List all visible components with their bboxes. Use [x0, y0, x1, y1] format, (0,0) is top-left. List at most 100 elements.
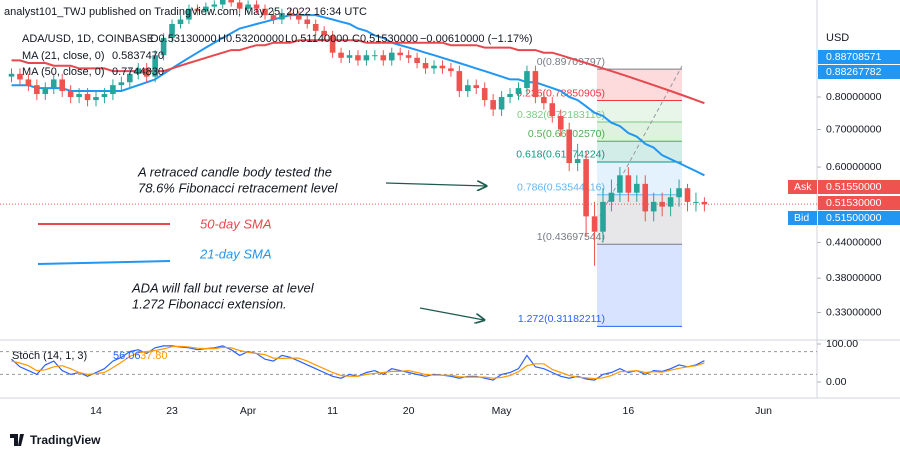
fib-label: 0(0.89709797): [537, 56, 605, 68]
fib-band: [597, 122, 682, 142]
annotation: 1.272 Fibonacci extension.: [132, 296, 287, 311]
ohlc-open: O0.53130000: [150, 33, 217, 45]
candle-body: [380, 55, 387, 61]
price-tag-box: [788, 180, 817, 194]
candle-body: [431, 65, 437, 69]
candle-body: [67, 91, 74, 98]
candle-body: [566, 129, 572, 164]
candle-body: [600, 201, 606, 232]
stoch-pane: [0, 345, 817, 381]
candle-body: [25, 79, 32, 86]
candle-body: [448, 68, 454, 72]
y-tick-label: 0.33000000: [826, 306, 882, 318]
fib-label: 0.786(0.53544116): [517, 182, 605, 194]
candle-body: [304, 19, 311, 24]
candle-body: [405, 55, 412, 58]
candle-body: [236, 2, 243, 9]
arrow: [419, 307, 484, 320]
candle-body: [143, 68, 150, 77]
candle-body: [203, 6, 209, 11]
candle-body: [583, 159, 589, 217]
candle-body: [507, 94, 513, 98]
candle-body: [515, 88, 522, 95]
sma21-key: [37, 260, 171, 265]
price-label: 0.51530000: [826, 197, 882, 209]
y-tick-label: 0.38000000: [826, 272, 882, 284]
stoch-line: [11, 345, 705, 380]
candle-body: [135, 68, 142, 74]
candle-body: [253, 4, 260, 9]
fib-label: 0.236(0.78850905): [516, 87, 605, 99]
axis-unit: USD: [826, 32, 849, 44]
candle-body: [363, 55, 370, 61]
candle-body: [17, 73, 23, 80]
y-tick-label: 0.80000000: [826, 91, 882, 103]
ma-line: [11, 14, 705, 177]
ma21-legend: MA (21, close, 0): [22, 50, 105, 62]
price-label-box: [818, 196, 900, 210]
candle-body: [127, 73, 133, 83]
candle-body: [617, 175, 623, 193]
candle-body: [524, 71, 530, 89]
y-tick-label: 0.44000000: [826, 236, 882, 248]
price-label-box: [818, 65, 900, 79]
ohlc-low: L0.51140000: [285, 33, 348, 45]
candle-body: [490, 100, 496, 110]
x-tick-label: May: [492, 405, 513, 417]
x-tick-label: 16: [623, 405, 635, 417]
candle-body: [625, 175, 632, 193]
ma21-value: 0.5837470: [112, 50, 164, 62]
ma50-legend: MA (50, close, 0): [22, 66, 105, 78]
annotation: ADA will fall but reverse at level: [131, 280, 315, 295]
candle-body: [279, 12, 285, 20]
axes: 0.80000000 0.70000000 0.60000000 0.44000000…: [90, 50, 900, 417]
candle-body: [321, 30, 327, 36]
fib-band: [597, 69, 682, 101]
candle-body: [549, 103, 556, 117]
candle-body: [574, 159, 581, 164]
annotation: A retraced candle body tested the: [137, 164, 332, 179]
candle-body: [245, 4, 251, 9]
candle-body: [642, 183, 649, 212]
price-label-box: [818, 211, 900, 225]
candle-body: [397, 52, 403, 56]
candle-body: [287, 12, 294, 16]
candle-body: [591, 216, 598, 232]
candle-body: [422, 63, 429, 69]
candle-body: [473, 85, 480, 89]
candle-body: [355, 55, 361, 61]
candle-body: [557, 116, 564, 130]
fib-label: 1.272(0.31182211): [518, 313, 605, 325]
candle-body: [152, 55, 158, 77]
price-pane: [0, 0, 817, 266]
candle-body: [101, 94, 108, 98]
stoch-title: Stoch (14, 1, 3): [12, 350, 87, 362]
ma50-value: 0.7744830: [112, 66, 164, 78]
stoch-d-value: 37.80: [140, 350, 168, 362]
candle-body: [8, 73, 15, 77]
price-label-box: [818, 50, 900, 64]
stoch-k-value: 56.06: [113, 350, 141, 362]
candle-body: [608, 192, 615, 202]
price-label-box: [818, 180, 900, 194]
candle-body: [34, 85, 40, 95]
candle-body: [50, 79, 57, 89]
stoch-tick-label: 0.00: [826, 376, 847, 388]
candle-body: [110, 85, 116, 95]
candle-body: [194, 8, 201, 11]
candle-body: [118, 82, 125, 86]
fib-label: 1(0.43697544): [537, 231, 605, 243]
candle-body: [532, 71, 539, 98]
price-label: 0.51500000: [826, 212, 882, 224]
candle-body: [676, 188, 682, 198]
candle-body: [372, 55, 378, 57]
candle-body: [270, 15, 277, 20]
candle-body: [338, 52, 344, 58]
publisher: analyst101_TWJ published on TradingView.…: [4, 6, 367, 18]
candle-body: [312, 24, 319, 31]
candle-body: [228, 0, 234, 3]
candle-body: [693, 201, 699, 203]
candle-body: [659, 201, 665, 207]
logo-text: TradingView: [30, 433, 101, 447]
